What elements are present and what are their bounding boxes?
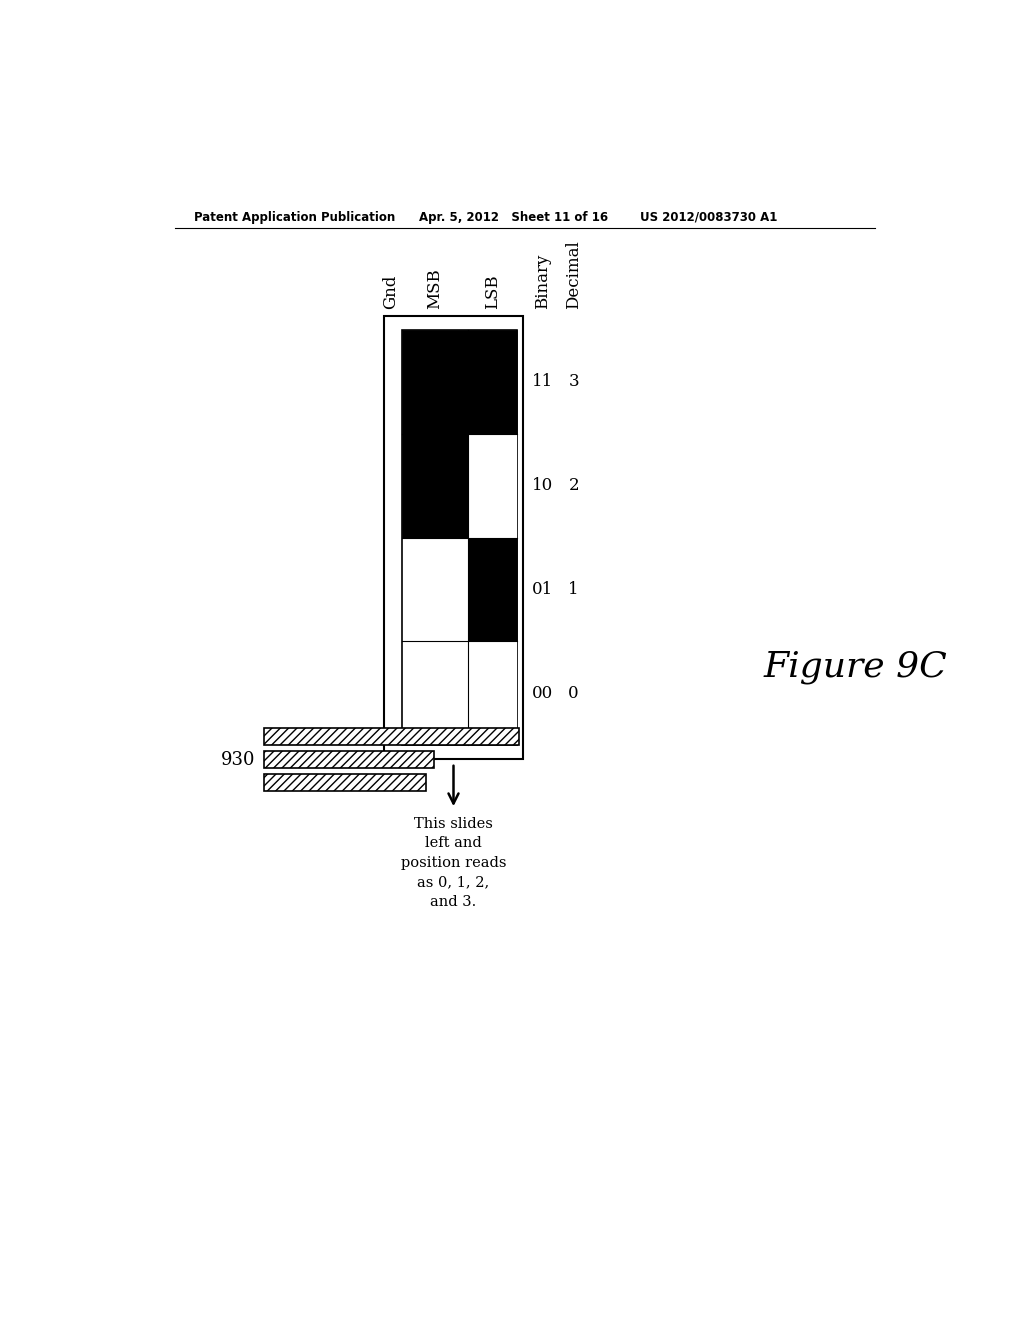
- Text: LSB: LSB: [483, 275, 501, 309]
- Bar: [468, 642, 517, 744]
- Text: 2: 2: [568, 478, 579, 494]
- Text: US 2012/0083730 A1: US 2012/0083730 A1: [640, 211, 777, 224]
- Text: 00: 00: [532, 685, 553, 702]
- Text: 0: 0: [568, 685, 579, 702]
- Text: 01: 01: [532, 581, 553, 598]
- Text: Gnd: Gnd: [382, 275, 399, 309]
- Text: 930: 930: [221, 751, 256, 768]
- Text: 10: 10: [532, 478, 553, 494]
- Text: This slides
left and
position reads
as 0, 1, 2,
and 3.: This slides left and position reads as 0…: [400, 817, 506, 908]
- Bar: [401, 537, 468, 642]
- Text: Patent Application Publication: Patent Application Publication: [194, 211, 395, 224]
- Text: 11: 11: [532, 374, 553, 391]
- Text: 3: 3: [568, 374, 579, 391]
- Bar: [468, 330, 517, 434]
- Bar: [263, 729, 519, 744]
- Bar: [263, 775, 426, 792]
- Text: MSB: MSB: [426, 268, 443, 309]
- Bar: [468, 537, 517, 642]
- Text: Apr. 5, 2012   Sheet 11 of 16: Apr. 5, 2012 Sheet 11 of 16: [419, 211, 608, 224]
- Text: Figure 9C: Figure 9C: [764, 649, 947, 684]
- Text: Binary: Binary: [535, 253, 551, 309]
- Bar: [263, 751, 434, 768]
- Bar: [401, 642, 468, 744]
- Bar: [384, 317, 523, 759]
- Text: 1: 1: [568, 581, 579, 598]
- Bar: [401, 434, 468, 537]
- Bar: [401, 330, 517, 744]
- Bar: [468, 434, 517, 537]
- Text: Decimal: Decimal: [565, 240, 582, 309]
- Bar: [401, 330, 468, 434]
